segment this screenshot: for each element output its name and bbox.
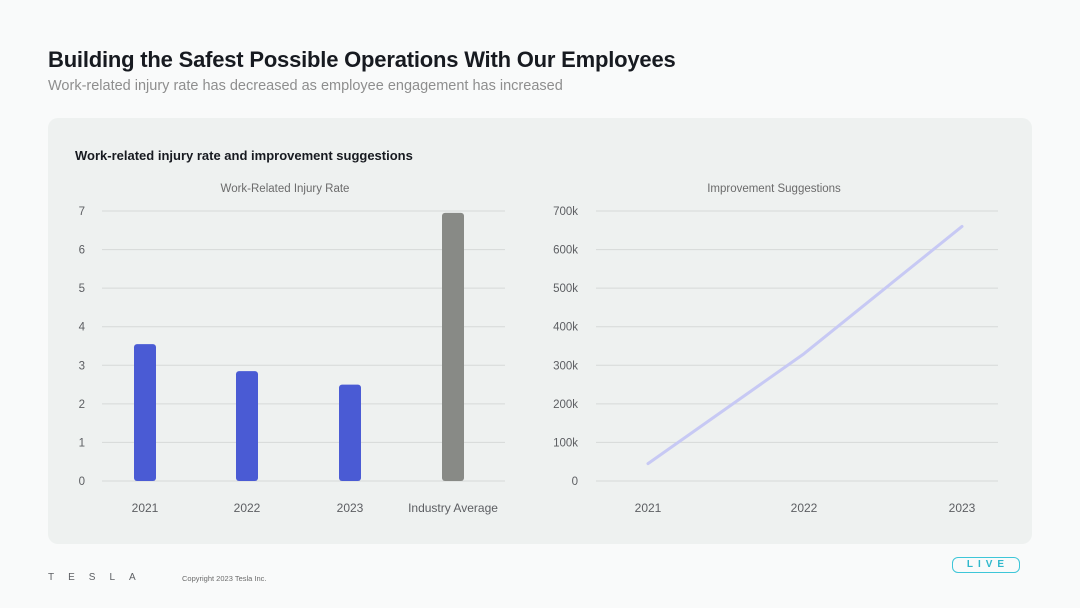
y-tick-label: 500k xyxy=(553,283,578,295)
y-tick-label: 200k xyxy=(553,399,578,411)
y-tick-label: 700k xyxy=(553,206,578,218)
y-tick-label: 600k xyxy=(553,245,578,257)
x-category-label: 2021 xyxy=(132,501,159,515)
x-category-label: 2021 xyxy=(635,501,662,515)
y-tick-label: 0 xyxy=(79,476,85,488)
y-tick-label: 100k xyxy=(553,437,578,449)
x-category-label: Industry Average xyxy=(408,501,498,515)
card-title: Work-related injury rate and improvement… xyxy=(75,148,413,163)
y-tick-label: 1 xyxy=(79,437,85,449)
y-tick-label: 2 xyxy=(79,399,85,411)
y-tick-label: 300k xyxy=(553,360,578,372)
x-category-label: 2022 xyxy=(791,501,818,515)
y-tick-label: 3 xyxy=(79,360,85,372)
x-category-label: 2023 xyxy=(949,501,976,515)
suggestions-chart-title: Improvement Suggestions xyxy=(707,183,841,195)
x-category-label: 2023 xyxy=(337,501,364,515)
chart-card: Work-related injury rate and improvement… xyxy=(48,118,1032,544)
series-line xyxy=(646,224,964,466)
y-tick-label: 7 xyxy=(79,206,85,218)
copyright-text: Copyright 2023 Tesla Inc. xyxy=(182,574,267,583)
page-title: Building the Safest Possible Operations … xyxy=(48,47,676,72)
y-tick-label: 4 xyxy=(79,322,86,334)
page-subtitle: Work-related injury rate has decreased a… xyxy=(48,78,563,94)
bar xyxy=(442,212,464,481)
y-tick-label: 5 xyxy=(79,283,85,295)
live-badge: LIVE xyxy=(952,557,1020,573)
bar xyxy=(134,344,156,481)
y-tick-label: 400k xyxy=(553,322,578,334)
y-tick-label: 6 xyxy=(79,245,85,257)
y-tick-label: 0 xyxy=(572,476,578,488)
x-category-label: 2022 xyxy=(234,501,261,515)
injury-chart-title: Work-Related Injury Rate xyxy=(221,183,350,195)
bar xyxy=(236,371,258,481)
tesla-logo: TESLA xyxy=(48,572,150,583)
bar xyxy=(339,384,361,481)
